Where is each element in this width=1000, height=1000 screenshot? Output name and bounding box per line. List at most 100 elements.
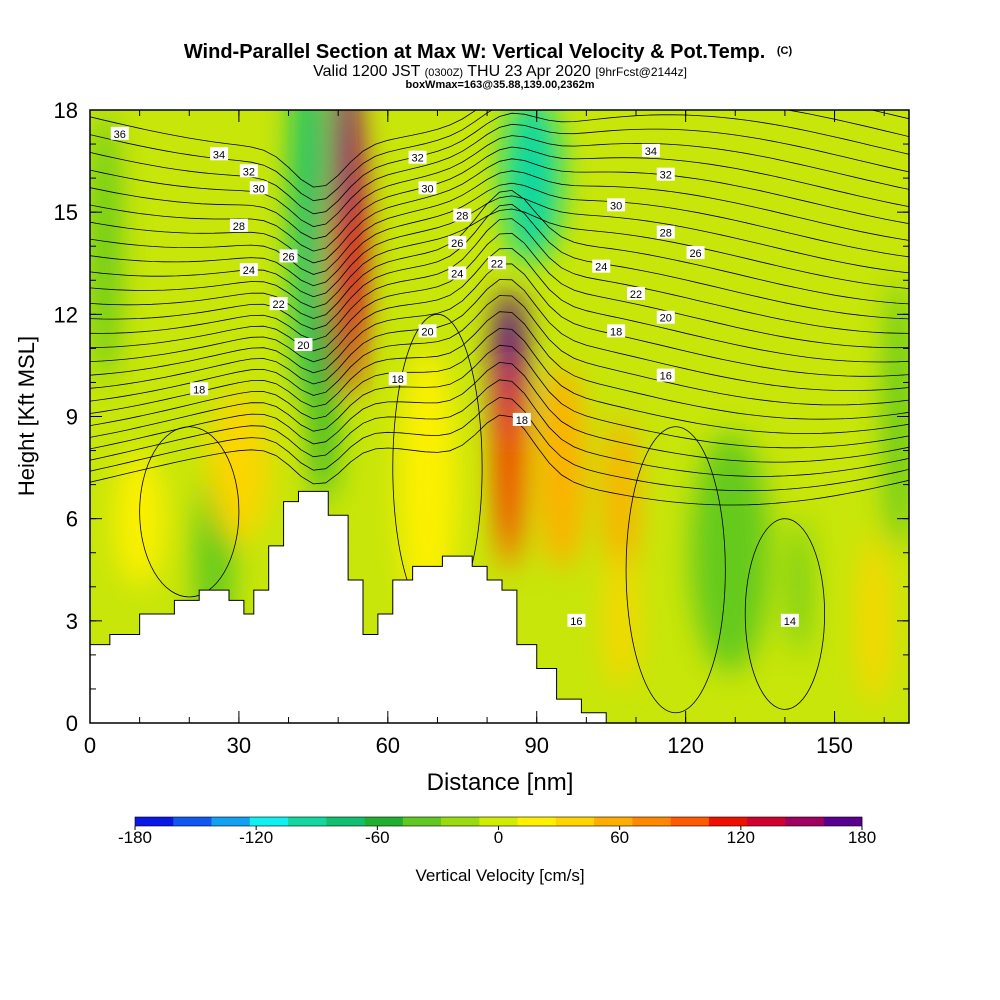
theta-label: 26 — [686, 246, 705, 260]
theta-label-box — [607, 198, 626, 212]
theta-label-box — [110, 126, 129, 140]
theta-label-text: 16 — [660, 371, 672, 383]
theta-label-box — [656, 167, 675, 181]
theta-label-text: 26 — [282, 251, 294, 263]
theta-contour — [90, 135, 909, 240]
theta-label-box — [641, 143, 660, 157]
theta-label-text: 18 — [392, 374, 404, 386]
colorbar-tick-label: -180 — [118, 828, 152, 847]
theta-label-box — [249, 181, 268, 195]
x-tick-label: 60 — [376, 733, 400, 758]
theta-label: 22 — [627, 286, 645, 301]
theta-contour — [90, 311, 909, 420]
theta-label-text: 28 — [660, 228, 672, 240]
w-cell — [606, 552, 636, 689]
theta-label: 36 — [110, 126, 129, 141]
theta-label: 32 — [408, 150, 427, 165]
x-tick-label: 90 — [524, 733, 548, 758]
theta-label-text: 22 — [630, 289, 642, 301]
theta-label-box — [418, 181, 437, 195]
theta-label-text: 30 — [421, 183, 433, 195]
colorbar-swatch — [594, 817, 633, 826]
theta-label-text: 26 — [689, 248, 701, 260]
theta-contour — [90, 110, 909, 188]
theta-label: 34 — [641, 143, 660, 158]
theta-label: 34 — [210, 147, 229, 161]
title-mark: (C) — [777, 45, 793, 57]
colorbar-swatch — [670, 817, 710, 826]
theta-label-text: 34 — [645, 146, 657, 158]
theta-label: 18 — [607, 324, 626, 338]
colorbar-swatch — [288, 817, 327, 826]
theta-label-text: 32 — [243, 166, 255, 178]
colorbar-swatch — [402, 817, 442, 826]
x-tick-label: 150 — [816, 733, 853, 758]
theta-contour — [90, 112, 909, 215]
theta-label-text: 24 — [451, 268, 463, 280]
w-cell — [789, 518, 810, 655]
x-tick-label: 0 — [84, 733, 96, 758]
theta-label: 18 — [190, 382, 209, 396]
theta-label: 28 — [453, 208, 472, 223]
theta-labels: 3634323028262422201832302826242220181834… — [110, 126, 799, 628]
valid-fcst: [9hrFcst@2144z] — [595, 65, 687, 79]
colorbar-swatch — [479, 817, 518, 826]
theta-label-text: 18 — [193, 384, 205, 396]
y-tick-label: 18 — [54, 98, 78, 123]
colorbar-swatch — [517, 817, 557, 826]
w-core — [501, 355, 518, 546]
theta-label: 18 — [512, 412, 531, 427]
w-cell — [859, 535, 890, 706]
theta-contour — [90, 208, 909, 309]
valid-z: (0300Z) — [425, 67, 464, 79]
theta-label: 14 — [780, 613, 799, 628]
theta-label-box — [448, 235, 467, 249]
theta-label: 20 — [294, 337, 313, 352]
theta-label-text: 24 — [243, 265, 255, 277]
theta-label-box — [656, 310, 675, 324]
theta-label-box — [229, 218, 248, 232]
theta-label-box — [210, 147, 229, 161]
theta-label: 16 — [656, 368, 675, 383]
theta-label: 22 — [488, 256, 507, 270]
svg-text:Wind-Parallel Section at Max W: Wind-Parallel Section at Max W: Vertical… — [184, 41, 793, 63]
y-tick-label: 6 — [66, 507, 78, 532]
x-axis-ticks: 0 30 60 90 120 150 — [84, 110, 853, 758]
theta-label-text: 32 — [411, 153, 423, 165]
w-core — [338, 110, 353, 226]
colorbar-swatch — [173, 817, 212, 826]
x-tick-label: 120 — [667, 733, 704, 758]
colorbar-tick-label: 60 — [610, 828, 629, 847]
theta-label: 30 — [607, 198, 626, 212]
theta-label: 22 — [269, 297, 288, 311]
theta-label-box — [512, 412, 531, 426]
colorbar-tick-label: -120 — [239, 828, 273, 847]
theta-label: 24 — [592, 259, 611, 274]
colorbar-swatch — [441, 817, 480, 826]
theta-label-box — [239, 263, 258, 277]
y-tick-label: 15 — [54, 200, 78, 225]
theta-label: 30 — [249, 181, 268, 195]
theta-label: 32 — [239, 164, 258, 178]
theta-label: 32 — [656, 167, 675, 182]
colorbar-swatch — [326, 817, 365, 826]
svg-text:Valid 1200 JST (0300Z): Valid 1200 JST (0300Z) THU 23 Apr 2020 [… — [313, 63, 687, 80]
theta-contour — [90, 189, 909, 319]
theta-label-box — [448, 266, 467, 280]
colorbar-tick-label: 180 — [848, 828, 876, 847]
theta-label-text: 16 — [570, 616, 582, 628]
theta-label-text: 20 — [297, 340, 309, 352]
theta-label-box — [279, 249, 298, 263]
theta-label-text: 30 — [253, 183, 265, 195]
colorbar-swatch — [785, 817, 825, 826]
theta-contour — [90, 396, 909, 492]
theta-label-box — [592, 259, 611, 273]
theta-label-box — [269, 297, 288, 311]
theta-label-box — [607, 324, 626, 338]
x-axis-label: Distance [nm] — [427, 769, 574, 796]
theta-contour — [90, 218, 909, 341]
theta-label-box — [408, 150, 427, 164]
theta-contour — [90, 327, 909, 434]
theta-label: 26 — [279, 249, 298, 263]
